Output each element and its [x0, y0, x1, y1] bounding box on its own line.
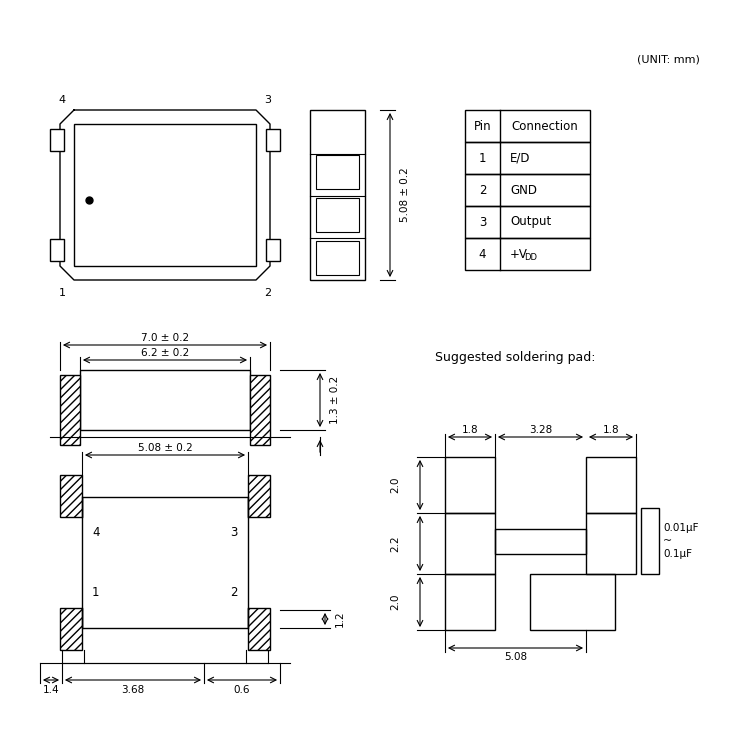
- Bar: [465, 238, 590, 270]
- Bar: [60, 375, 80, 445]
- Text: 2: 2: [478, 184, 486, 196]
- Bar: [445, 457, 495, 513]
- Text: 0.1μF: 0.1μF: [663, 549, 692, 560]
- Text: 2.0: 2.0: [390, 594, 400, 610]
- Bar: [445, 574, 495, 630]
- Bar: [316, 155, 359, 189]
- Text: 4: 4: [92, 526, 100, 538]
- Text: Suggested soldering pad:: Suggested soldering pad:: [435, 350, 596, 364]
- Text: 5.08 ± 0.2: 5.08 ± 0.2: [138, 443, 192, 453]
- Bar: [495, 529, 586, 554]
- Text: DD: DD: [524, 253, 537, 262]
- Text: 7.0 ± 0.2: 7.0 ± 0.2: [141, 333, 189, 343]
- Text: 1: 1: [92, 586, 100, 599]
- Text: Pin: Pin: [474, 119, 491, 133]
- Text: 3: 3: [478, 215, 486, 229]
- Text: Output: Output: [510, 215, 551, 229]
- Bar: [310, 110, 365, 280]
- Bar: [316, 198, 359, 232]
- Bar: [250, 375, 270, 445]
- Text: (UNIT: mm): (UNIT: mm): [637, 55, 700, 65]
- Text: 5.08: 5.08: [504, 652, 527, 662]
- Bar: [445, 513, 495, 574]
- Bar: [641, 508, 659, 574]
- Text: ~: ~: [663, 536, 672, 546]
- Bar: [80, 370, 250, 430]
- Text: 6.2 ± 0.2: 6.2 ± 0.2: [141, 348, 189, 358]
- Bar: [586, 457, 636, 513]
- Text: 1.8: 1.8: [603, 425, 619, 435]
- Bar: [50, 239, 64, 261]
- Bar: [248, 608, 270, 650]
- Text: 4: 4: [478, 248, 486, 260]
- Text: 3: 3: [231, 526, 238, 538]
- Text: 5.08 ± 0.2: 5.08 ± 0.2: [400, 168, 410, 222]
- Text: +V: +V: [510, 248, 528, 260]
- Text: 3: 3: [265, 95, 272, 105]
- Bar: [465, 142, 590, 174]
- Bar: [266, 239, 280, 261]
- Bar: [82, 497, 248, 628]
- Bar: [316, 241, 359, 275]
- Bar: [60, 475, 82, 517]
- Text: 1.2: 1.2: [335, 610, 345, 627]
- Bar: [248, 475, 270, 517]
- Bar: [465, 174, 590, 206]
- Text: Connection: Connection: [512, 119, 578, 133]
- Bar: [465, 206, 590, 238]
- Text: 1.4: 1.4: [43, 685, 59, 695]
- Text: 0.01μF: 0.01μF: [663, 523, 698, 532]
- Text: 2: 2: [265, 288, 272, 298]
- Bar: [465, 110, 590, 142]
- Text: 1.3 ± 0.2: 1.3 ± 0.2: [330, 376, 340, 424]
- Text: GND: GND: [510, 184, 537, 196]
- Text: 3.68: 3.68: [122, 685, 145, 695]
- Text: 4: 4: [58, 95, 65, 105]
- Text: E/D: E/D: [510, 152, 530, 164]
- Text: 2.0: 2.0: [390, 477, 400, 494]
- Bar: [530, 574, 615, 630]
- Text: 2.2: 2.2: [390, 536, 400, 552]
- Text: 1: 1: [58, 288, 65, 298]
- Text: 1.8: 1.8: [462, 425, 478, 435]
- Text: 0.6: 0.6: [234, 685, 250, 695]
- Bar: [50, 129, 64, 151]
- Bar: [60, 608, 82, 650]
- Bar: [266, 129, 280, 151]
- Text: 1: 1: [478, 152, 486, 164]
- Text: 3.28: 3.28: [529, 425, 552, 435]
- Bar: [586, 513, 636, 574]
- Text: 2: 2: [230, 586, 238, 599]
- Bar: [74, 124, 256, 266]
